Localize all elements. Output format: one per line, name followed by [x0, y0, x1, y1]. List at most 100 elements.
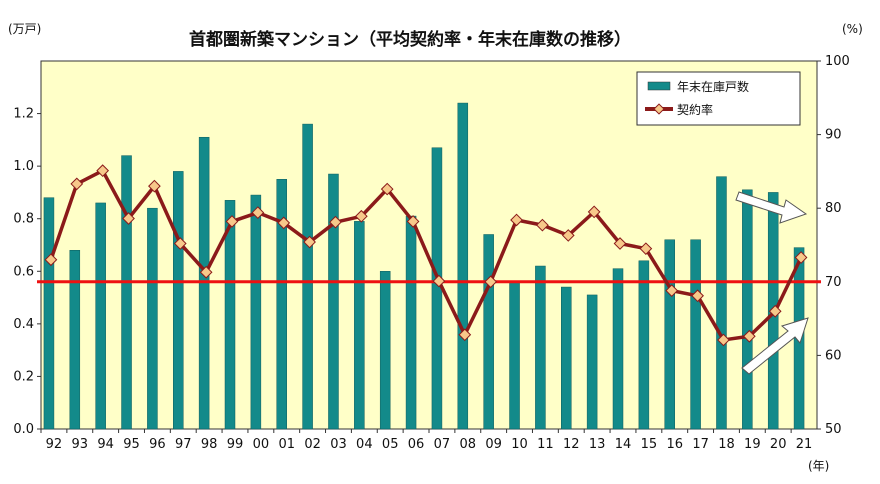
point-contract-rate	[380, 182, 394, 196]
point-contract-rate	[70, 177, 84, 191]
bar-inventory	[43, 197, 55, 430]
bar-inventory	[742, 189, 753, 430]
bar-inventory	[716, 176, 727, 430]
bar-inventory	[483, 234, 494, 430]
bar-inventory	[173, 171, 184, 430]
y-right-tick-label: 100	[825, 54, 850, 69]
x-tick-label: 93	[72, 437, 89, 452]
x-unit: (年)	[808, 459, 829, 473]
bar-inventory	[276, 179, 287, 430]
y-left-tick-label: 0.8	[13, 212, 34, 227]
point-contract-rate	[717, 333, 730, 347]
x-tick-label: 19	[744, 437, 761, 452]
bar-inventory	[224, 200, 236, 430]
y-right-tick-label: 70	[825, 275, 842, 290]
bar-inventory	[457, 102, 469, 430]
x-tick-label: 17	[692, 437, 709, 452]
bar-inventory	[328, 173, 339, 430]
bar-inventory	[379, 271, 391, 430]
y-right-unit: (%)	[842, 22, 863, 36]
point-contract-rate	[510, 213, 523, 227]
legend-swatch-inventory	[647, 81, 671, 91]
bar-inventory	[612, 268, 624, 430]
point-contract-rate	[742, 329, 756, 343]
bar-inventory	[69, 250, 81, 430]
y-right-tick-label: 50	[825, 422, 842, 437]
point-contract-rate	[484, 275, 498, 289]
y-left-unit: (万戸)	[8, 22, 41, 36]
point-contract-rate	[251, 206, 265, 219]
point-contract-rate	[432, 274, 446, 288]
bar-inventory	[405, 215, 417, 430]
y-left-tick-label: 0.0	[13, 422, 34, 437]
bar-inventory	[664, 239, 675, 430]
point-contract-rate	[768, 304, 782, 318]
y-right-tick-label: 90	[825, 128, 842, 143]
point-contract-rate	[225, 215, 239, 228]
point-contract-rate	[794, 251, 808, 264]
x-tick-label: 04	[356, 437, 373, 452]
bar-inventory	[302, 123, 313, 430]
bar-inventory	[586, 294, 598, 430]
x-tick-label: 13	[589, 437, 606, 452]
x-tick-label: 95	[123, 437, 140, 452]
bar-inventory	[690, 239, 701, 430]
bar-inventory	[121, 155, 132, 430]
point-contract-rate	[561, 229, 575, 242]
bar-inventory	[638, 260, 650, 430]
x-tick-label: 15	[641, 437, 658, 452]
bar-inventory	[250, 194, 262, 430]
point-contract-rate	[587, 205, 601, 219]
x-axis: 92 93 94 95 96 97 98 99 00 01 02 03 04 05 06 07 08 09 10 11…	[40, 429, 812, 452]
point-contract-rate	[329, 215, 342, 229]
arrow-up-icon	[741, 317, 809, 375]
x-tick-label: 18	[718, 437, 735, 452]
x-tick-label: 12	[563, 437, 580, 452]
bar-inventory	[431, 147, 443, 430]
y-left-axis: 0.0 0.2 0.4 0.6 0.8 1.0 1.2	[13, 107, 41, 437]
point-contract-rate	[354, 209, 368, 223]
x-tick-label: 16	[666, 437, 683, 452]
x-tick-label: 02	[304, 437, 321, 452]
point-contract-rate	[44, 253, 58, 267]
x-tick-label: 00	[253, 437, 270, 452]
y-left-tick-label: 0.2	[13, 369, 34, 384]
point-contract-rate	[613, 237, 627, 250]
bar-inventory	[561, 286, 572, 430]
point-contract-rate	[639, 242, 653, 256]
y-right-tick-label: 80	[825, 201, 842, 216]
point-contract-rate	[122, 212, 135, 225]
bar-inventory	[147, 207, 158, 430]
point-contract-rate	[536, 218, 549, 232]
point-contract-rate	[277, 216, 291, 230]
x-tick-label: 96	[149, 437, 166, 452]
legend: 年末在庫戸数 契約率	[636, 71, 801, 126]
legend-label-contract-rate: 契約率	[677, 102, 713, 117]
arrow-down-icon	[735, 191, 808, 224]
y-right-axis: 50 60 70 80 90 100	[817, 54, 850, 437]
point-contract-rate	[148, 179, 161, 193]
x-tick-label: 06	[408, 437, 425, 452]
point-contract-rate	[173, 237, 187, 250]
y-right-tick-label: 60	[825, 348, 842, 363]
y-left-tick-label: 0.4	[13, 317, 34, 332]
x-tick-label: 11	[537, 437, 554, 452]
x-tick-label: 94	[97, 437, 114, 452]
x-tick-label: 92	[46, 437, 63, 452]
x-tick-label: 99	[227, 437, 244, 452]
chart-title: 首都圏新築マンション（平均契約率・年末在庫数の推移）	[189, 29, 631, 50]
x-tick-label: 20	[770, 437, 787, 452]
x-tick-label: 01	[278, 437, 295, 452]
point-contract-rate	[665, 284, 679, 297]
point-contract-rate	[691, 289, 704, 303]
bar-inventory	[535, 265, 546, 430]
bar-inventory	[354, 221, 365, 430]
point-contract-rate	[199, 265, 213, 279]
x-tick-label: 05	[382, 437, 399, 452]
y-left-tick-label: 1.0	[13, 159, 34, 174]
x-tick-label: 07	[434, 437, 451, 452]
bar-inventory	[95, 202, 106, 430]
point-contract-rate	[303, 235, 316, 249]
y-left-tick-label: 0.6	[13, 264, 34, 279]
x-tick-label: 97	[175, 437, 192, 452]
